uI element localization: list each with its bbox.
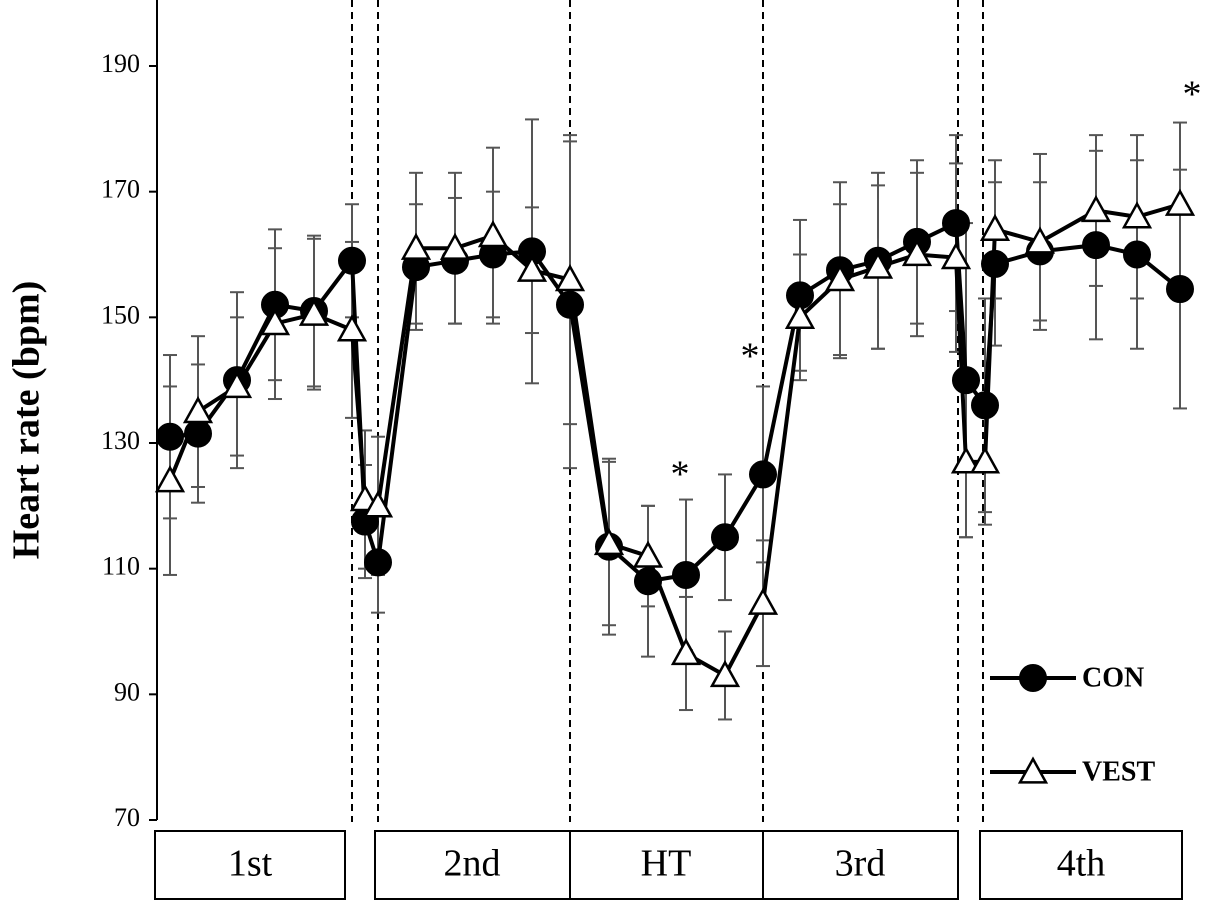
annotation: * (1183, 74, 1202, 116)
point (554, 264, 586, 292)
point (400, 232, 432, 260)
point (942, 209, 970, 238)
point (154, 465, 186, 493)
point (156, 422, 184, 451)
legend-label: CON (1082, 662, 1144, 693)
phase-label: 1st (228, 843, 273, 885)
phase-box (374, 830, 571, 900)
point (747, 587, 779, 615)
point (364, 548, 392, 577)
point (981, 249, 1009, 278)
point (477, 220, 509, 248)
point (709, 659, 741, 688)
point (901, 238, 933, 267)
legend-marker (1017, 756, 1049, 784)
point (338, 246, 366, 275)
point (1164, 188, 1196, 216)
point (1082, 231, 1110, 260)
point (634, 567, 662, 596)
point (362, 490, 394, 518)
y-axis-label: Heart rate (bpm) (6, 281, 48, 560)
phase-label: 3rd (835, 843, 886, 885)
y-tick-label: 170 (101, 175, 140, 204)
point (221, 370, 253, 399)
legend-marker (1019, 664, 1047, 692)
phase-label: 2nd (444, 843, 501, 885)
point (632, 540, 664, 568)
point (556, 290, 584, 319)
phase-boxes (154, 830, 1183, 900)
point (1080, 194, 1112, 223)
point (824, 264, 856, 292)
point (971, 391, 999, 420)
y-tick-label: 190 (101, 49, 140, 78)
legend-label: VEST (1082, 756, 1155, 787)
point (862, 251, 894, 279)
y-tick-label: 150 (101, 300, 140, 329)
point (969, 446, 1001, 474)
point (672, 560, 700, 589)
phase-box (762, 830, 959, 900)
point (182, 396, 214, 424)
point (336, 314, 368, 342)
point (298, 298, 330, 326)
point (1166, 275, 1194, 304)
point (516, 254, 548, 282)
point (950, 446, 982, 474)
point (184, 419, 212, 448)
point (1121, 201, 1153, 229)
point (259, 308, 291, 336)
point (593, 527, 625, 556)
point (979, 213, 1011, 242)
point (749, 460, 777, 489)
y-tick-label: 70 (114, 803, 140, 832)
point (711, 523, 739, 552)
phase-label: HT (641, 843, 692, 885)
phase-box (154, 830, 346, 900)
y-tick-label: 130 (101, 426, 140, 455)
point (670, 637, 702, 666)
point (940, 242, 972, 270)
point (784, 301, 816, 329)
phase-box (569, 830, 764, 900)
point (1123, 240, 1151, 269)
y-tick-label: 90 (114, 677, 140, 706)
point (952, 366, 980, 395)
annotation: * (741, 336, 760, 378)
annotation: * (671, 454, 690, 496)
point (439, 232, 471, 260)
y-tick-label: 110 (102, 552, 140, 581)
phase-box (979, 830, 1183, 900)
phase-label: 4th (1057, 843, 1106, 885)
point (1024, 226, 1056, 254)
